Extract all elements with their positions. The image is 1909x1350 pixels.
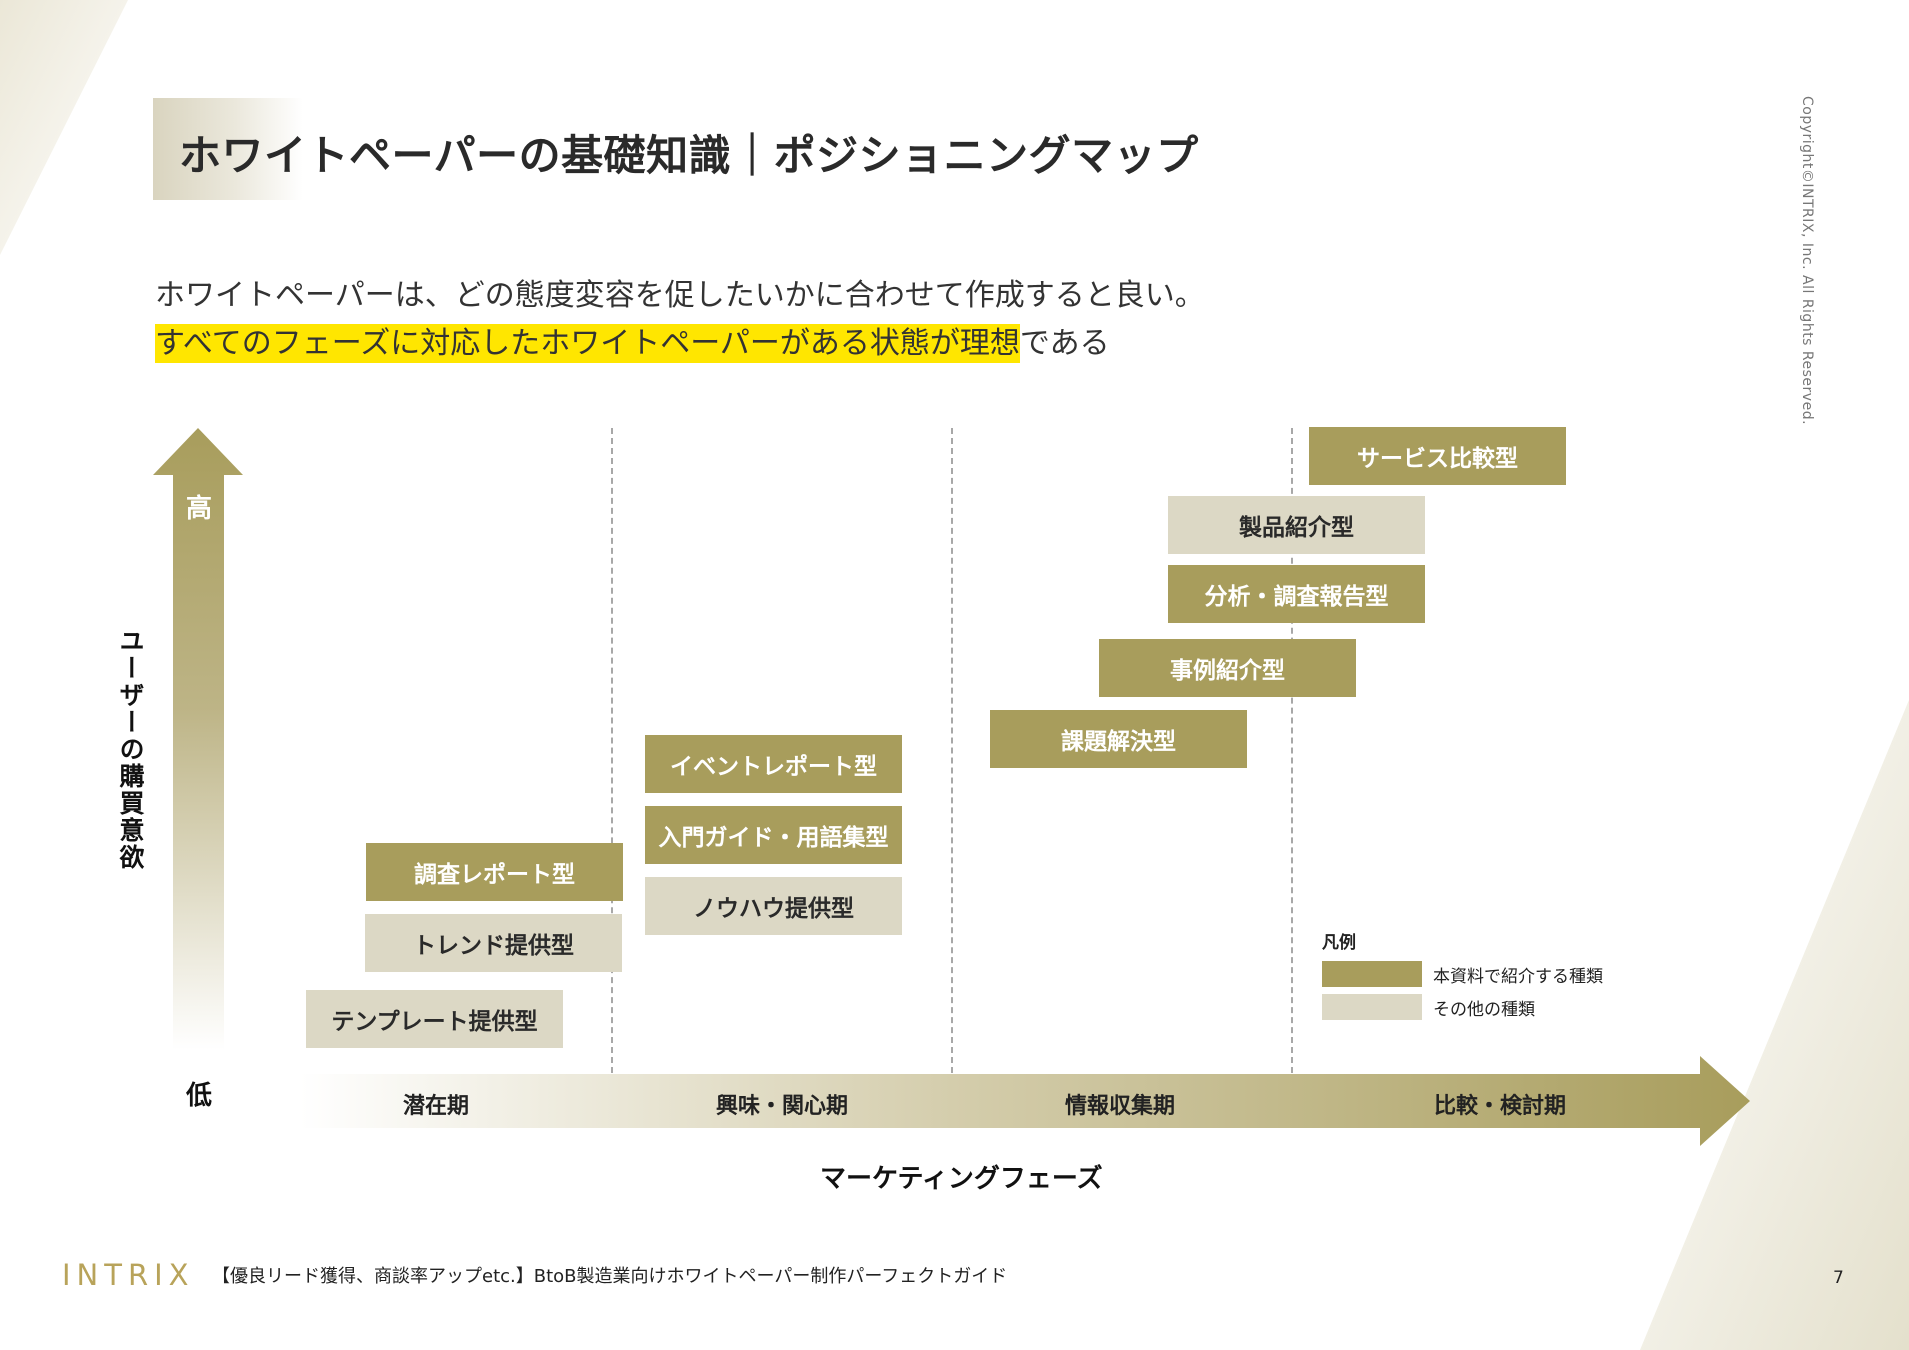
x-axis-arrow	[300, 1056, 1750, 1146]
page-title-block: ホワイトペーパーの基礎知識｜ポジショニングマップ	[153, 98, 1253, 200]
page-number: 7	[1833, 1268, 1844, 1288]
legend-label-other: その他の種類	[1433, 1000, 1535, 1020]
legend-title: 凡例	[1322, 933, 1356, 953]
y-axis-arrow	[153, 428, 243, 1050]
item-survey-report: 調査レポート型	[366, 843, 623, 901]
y-axis-title: ユーザーの購買意欲	[116, 628, 145, 871]
corner-decoration-top-left	[0, 0, 128, 255]
corner-decoration-bottom-right	[1640, 700, 1909, 1350]
footer-document-title: 【優良リード獲得、商談率アップetc.】BtoB製造業向けホワイトペーパー制作パ…	[212, 1266, 1008, 1287]
lead-line-2-rest: である	[1019, 326, 1110, 361]
legend-swatch-main	[1322, 961, 1422, 987]
item-intro-guide-glossary: 入門ガイド・用語集型	[645, 806, 902, 864]
phase-label-research: 情報収集期	[1064, 1094, 1175, 1119]
legend-label-main: 本資料で紹介する種類	[1433, 967, 1603, 987]
item-problem-solving: 課題解決型	[990, 710, 1247, 768]
lead-highlight: すべてのフェーズに対応したホワイトペーパーがある状態が理想	[155, 324, 1020, 363]
phase-divider-1	[611, 428, 613, 1073]
title-accent	[153, 98, 303, 200]
lead-line-1: ホワイトペーパーは、どの態度変容を促したいかに合わせて作成すると良い。	[155, 278, 1205, 313]
lead-line-2: すべてのフェーズに対応したホワイトペーパーがある状態が理想である	[155, 318, 1110, 363]
item-product-introduction: 製品紹介型	[1168, 496, 1425, 554]
intrix-logo: INTRIX	[62, 1258, 195, 1292]
legend-swatch-other	[1322, 994, 1422, 1020]
x-axis-title: マーケティングフェーズ	[820, 1164, 1103, 1194]
y-axis-low-label: 低	[186, 1081, 213, 1111]
item-event-report: イベントレポート型	[645, 735, 902, 793]
phase-divider-3	[1291, 428, 1293, 1073]
item-trend: トレンド提供型	[365, 914, 622, 972]
item-template: テンプレート提供型	[306, 990, 563, 1048]
page-title: ホワイトペーパーの基礎知識｜ポジショニングマップ	[179, 131, 1199, 180]
phase-divider-2	[951, 428, 953, 1073]
phase-label-comparison: 比較・検討期	[1433, 1094, 1566, 1119]
item-service-comparison: サービス比較型	[1309, 427, 1566, 485]
item-analysis-report: 分析・調査報告型	[1168, 565, 1425, 623]
item-knowhow: ノウハウ提供型	[645, 877, 902, 935]
phase-label-latent: 潜在期	[402, 1094, 469, 1119]
phase-label-interest: 興味・関心期	[715, 1094, 848, 1119]
y-axis-high-label: 高	[186, 494, 213, 524]
copyright-notice: Copyright©INTRIX, Inc. All Rights Reserv…	[1799, 96, 1815, 426]
item-case-study: 事例紹介型	[1099, 639, 1356, 697]
